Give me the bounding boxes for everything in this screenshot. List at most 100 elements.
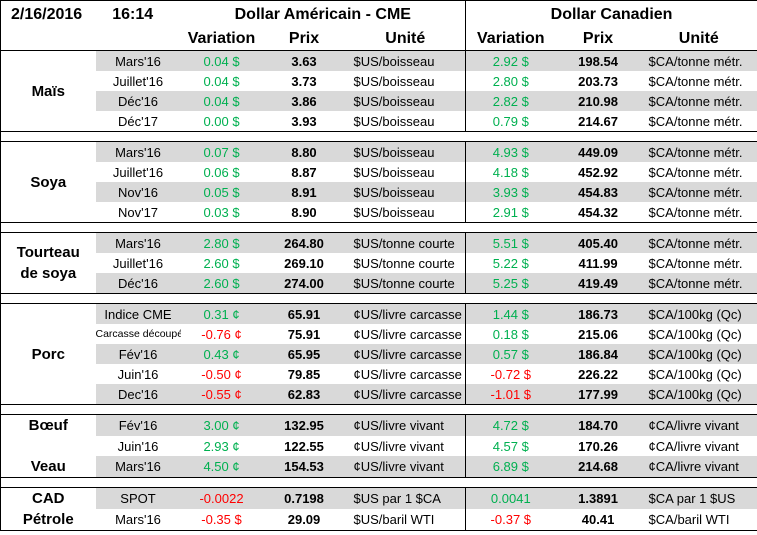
usd-unit: ¢US/livre vivant [353,438,444,454]
usd-price: 8.87 [291,164,317,180]
contract: Nov'17 [117,204,159,220]
cad-variation: 4.93 $ [465,141,556,162]
group-label-line: Maïs [31,82,65,100]
usd-variation: -0.0022 [180,487,263,509]
column-header-row: Variation Prix Unité Variation Prix Unit… [0,28,757,51]
cad-price: 214.67 [578,113,618,129]
group-label: Soya [0,141,96,223]
cad-price: 203.73 [578,73,618,89]
cad-variation: 2.92 $ [465,50,556,71]
contract: Juillet'16 [112,255,164,271]
usd-variation: 0.06 $ [203,164,240,180]
separator-row [0,131,757,142]
group-label [0,436,96,456]
contract: Déc'16 [95,273,181,294]
usd-price: 154.53 [262,456,346,478]
usd-price: 3.93 [291,113,317,129]
separator-row [0,477,757,488]
cad-variation: 2.80 $ [465,71,556,91]
cad-unit: $CA/100kg (Qc) [640,384,757,405]
usd-variation: -0.35 $ [201,512,242,527]
group-label: Veau [0,456,96,478]
usd-variation: 2.80 $ [180,232,263,253]
data-row: Bœuf Fév'16 3.00 ¢ 132.95 ¢US/livre vivant 4.… [0,414,757,436]
cad-unit: ¢CA/livre vivant [648,438,739,454]
cad-price: 184.70 [555,414,641,436]
usd-variation: 0.00 $ [203,113,240,129]
usd-unit: ¢US/livre carcasse [345,384,466,405]
usd-variation: -0.76 ¢ [201,326,242,342]
group-label: Porc [0,303,96,405]
column-header: Variation [180,28,263,51]
column-header: Prix [555,28,641,51]
usd-variation: 0.04 $ [180,50,263,71]
usd-variation: 0.31 ¢ [180,303,263,324]
usd-variation: -0.50 ¢ [201,366,242,382]
separator-row [0,404,757,415]
cad-title: Dollar Canadien [465,0,757,28]
contract: Déc'16 [95,91,181,111]
usd-price: 8.91 [262,182,346,202]
usd-unit: $US/boisseau [353,73,435,89]
cad-unit: $CA/tonne métr. [640,182,757,202]
usd-unit: $US/tonne courte [345,273,466,294]
usd-unit: $US par 1 $CA [345,487,466,509]
cad-price: 198.54 [555,50,641,71]
contract: Juillet'16 [112,73,164,89]
cad-price: 226.22 [578,366,618,382]
group-label-line: Veau [30,458,66,475]
group-label-line: de soya [20,265,77,282]
cad-unit: ¢CA/livre vivant [640,414,757,436]
data-row: Juillet'16 0.04 $ 3.73 $US/boisseau 2.80 $ 20… [1,71,757,91]
usd-unit: ¢US/livre carcasse [345,344,466,364]
usd-price: 62.83 [262,384,346,405]
contract: Mars'16 [95,456,181,478]
cad-unit: $CA/tonne métr. [640,141,757,162]
usd-variation: 0.05 $ [180,182,263,202]
contract: Fév'16 [95,414,181,436]
cad-unit: $CA/tonne métr. [648,255,743,271]
group-label-line: CAD [32,490,65,507]
contract: Mars'16 [95,50,181,71]
cad-unit: $CA/tonne métr. [640,273,757,294]
contract: Indice CME [95,303,181,324]
usd-price: 8.90 [291,204,317,220]
cad-unit: $CA/tonne métr. [648,113,743,129]
cad-variation: 5.25 $ [465,273,556,294]
cad-variation: 5.22 $ [465,253,556,273]
cad-variation: -1.01 $ [465,384,556,405]
column-header: Prix [262,28,346,51]
separator [0,131,757,142]
data-row: Soya Mars'16 0.07 $8.80 $US/boisseau 4.93 $4… [0,141,757,223]
blank-header [0,28,181,51]
usd-price: 274.00 [262,273,346,294]
cad-unit: $CA/tonne métr. [640,50,757,71]
usd-price: 75.91 [287,326,321,342]
cad-price: 454.32 [578,204,618,220]
cad-unit: $CA/100kg (Qc) [640,344,757,364]
usd-variation: 2.60 $ [203,255,240,271]
cad-variation: -0.72 $ [465,364,556,384]
date: 2/16/2016 [11,5,83,23]
contract: Fév'16 [95,344,181,364]
usd-price: 0.7198 [262,487,346,509]
cad-variation: 5.51 $ [465,232,556,253]
usd-unit: $US/boisseau [353,164,435,180]
cad-unit: $CA/100kg (Qc) [640,303,757,324]
contract: Juin'16 [117,438,159,454]
cad-price: 186.84 [555,344,641,364]
contract: Juillet'16 [112,164,164,180]
column-header: Unité [640,28,757,51]
data-row: Juin'16 -0.50 ¢ 79.85 ¢US/livre carcasse -0.… [1,364,757,384]
cad-price: 214.68 [555,456,641,478]
contract: Carcasse découpée [95,328,181,340]
usd-unit: ¢US/livre vivant [345,414,466,436]
usd-unit: $US/boisseau [353,113,435,129]
usd-unit: ¢US/livre carcasse [353,326,462,342]
group-label: Bœuf [0,414,96,436]
group-label: Maïs [0,50,96,132]
contract: Dec'16 [95,384,181,405]
cad-unit: $CA/100kg (Qc) [648,366,742,382]
usd-unit: $US/boisseau [353,204,435,220]
cad-price: 452.92 [578,164,618,180]
